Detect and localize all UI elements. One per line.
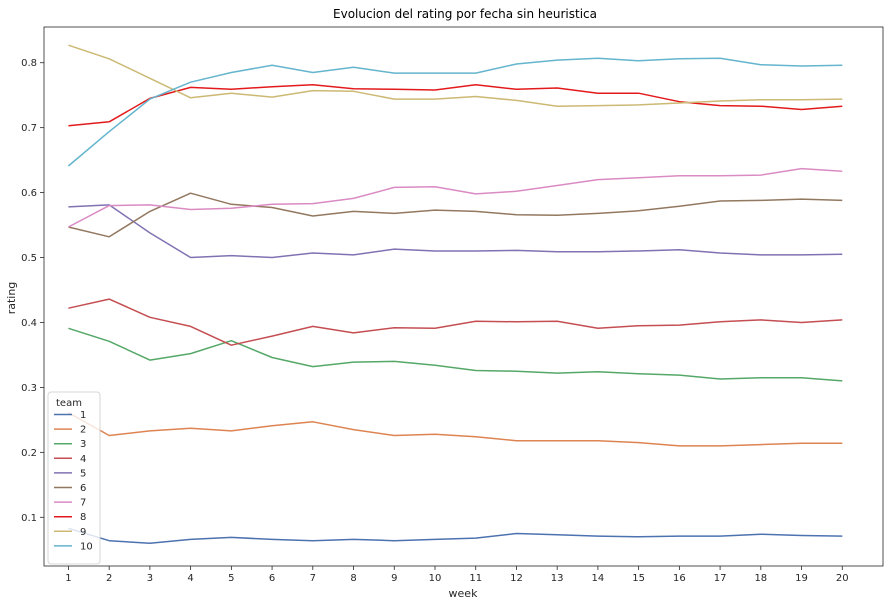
legend-label-team-9: 9: [80, 527, 86, 538]
chart-title: Evolucion del rating por fecha sin heuri…: [333, 7, 597, 21]
x-tick-label: 10: [429, 573, 442, 584]
y-tick-label: 0.6: [21, 188, 37, 199]
plot-frame: [43, 26, 884, 567]
x-axis: 1 2 3 4 5 6 7 8 9 10 11 12 13 14 15 16 17 18 19 20: [65, 566, 849, 584]
x-tick-label: 9: [391, 573, 397, 584]
legend-label-team-6: 6: [80, 483, 86, 494]
legend-label-team-5: 5: [80, 468, 86, 479]
legend-box: [47, 391, 101, 565]
x-axis-label: week: [449, 587, 479, 600]
legend-label-team-1: 1: [80, 410, 86, 421]
legend-title: team: [56, 398, 82, 409]
series-line-team-10: [67, 57, 843, 167]
series-line-team-2: [68, 412, 843, 447]
x-tick-label: 19: [795, 573, 808, 584]
y-tick-label: 0.4: [21, 318, 37, 329]
y-axis: 0.1 0.2 0.3 0.4 0.5 0.6 0.7 0.8: [21, 58, 44, 524]
x-tick-label: 11: [469, 573, 482, 584]
x-tick-label: 13: [551, 573, 564, 584]
legend: team 1 2 3 4 5 6 7 8 9 10: [47, 391, 101, 565]
x-tick-label: 8: [350, 573, 356, 584]
y-tick-label: 0.7: [21, 123, 37, 134]
x-tick-label: 2: [106, 573, 112, 584]
x-tick-label: 3: [147, 573, 153, 584]
series-line-team-4: [68, 298, 843, 346]
x-tick-label: 18: [754, 573, 767, 584]
y-tick-label: 0.3: [21, 383, 37, 394]
legend-items: 1 2 3 4 5 6 7 8 9 10: [54, 410, 93, 552]
series-line-team-3: [68, 327, 843, 382]
x-tick-label: 1: [65, 573, 71, 584]
x-tick-label: 12: [510, 573, 523, 584]
legend-label-team-10: 10: [80, 541, 93, 552]
x-tick-label: 6: [269, 573, 275, 584]
series-line-team-8: [68, 84, 843, 127]
series-line-team-9: [68, 44, 843, 107]
legend-label-team-2: 2: [80, 425, 86, 436]
x-tick-label: 14: [592, 573, 605, 584]
y-tick-label: 0.2: [21, 448, 37, 459]
series-line-team-7: [68, 167, 843, 228]
y-tick-label: 0.8: [21, 58, 37, 69]
x-tick-label: 4: [187, 573, 193, 584]
series-line-team-6: [68, 192, 843, 238]
legend-label-team-3: 3: [80, 439, 86, 450]
plot-area: [67, 44, 843, 545]
y-tick-label: 0.5: [21, 253, 37, 264]
x-tick-label: 20: [836, 573, 849, 584]
y-axis-label: rating: [5, 282, 18, 315]
y-tick-label: 0.1: [21, 513, 37, 524]
x-tick-label: 17: [714, 573, 727, 584]
legend-label-team-7: 7: [80, 498, 86, 509]
x-tick-label: 7: [310, 573, 316, 584]
x-tick-label: 5: [228, 573, 234, 584]
x-tick-label: 15: [632, 573, 645, 584]
legend-label-team-8: 8: [80, 512, 86, 523]
series-line-team-1: [68, 527, 843, 545]
series-line-team-5: [68, 204, 843, 259]
legend-label-team-4: 4: [80, 454, 86, 465]
x-tick-label: 16: [673, 573, 686, 584]
